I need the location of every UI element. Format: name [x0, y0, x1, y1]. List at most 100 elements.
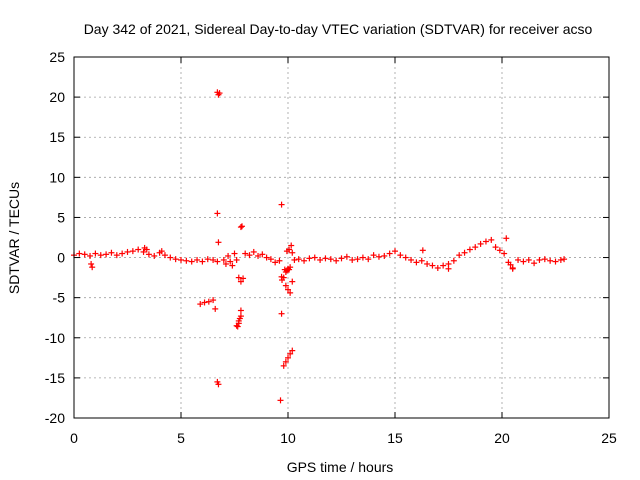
data-point	[204, 256, 211, 263]
x-tick-label: 25	[601, 430, 617, 446]
data-point	[557, 256, 564, 263]
data-point	[424, 260, 431, 267]
data-point	[145, 251, 152, 258]
data-point	[267, 256, 274, 263]
data-point	[541, 256, 548, 263]
data-point	[277, 397, 284, 404]
data-point	[381, 252, 388, 259]
data-point	[354, 256, 361, 263]
data-point	[81, 251, 88, 258]
x-tick-label: 5	[177, 430, 185, 446]
data-point	[272, 259, 279, 266]
y-tick-label: 25	[49, 49, 65, 65]
data-point	[220, 256, 227, 263]
data-point	[349, 256, 356, 263]
y-tick-label: 15	[49, 129, 65, 145]
data-point	[97, 252, 104, 259]
data-point	[440, 262, 447, 269]
data-point	[322, 255, 329, 262]
data-point	[287, 264, 294, 271]
data-point	[295, 256, 302, 263]
x-tick-label: 0	[70, 430, 78, 446]
data-point	[492, 244, 499, 251]
y-tick-label: 10	[49, 169, 65, 185]
data-points	[71, 89, 568, 404]
data-point	[234, 323, 241, 330]
y-tick-label: -5	[53, 290, 66, 306]
data-point	[158, 248, 165, 255]
data-point	[520, 258, 527, 265]
y-tick-label: -20	[45, 410, 65, 426]
data-point	[205, 298, 212, 305]
data-point	[178, 256, 184, 263]
data-point	[167, 254, 174, 261]
data-point	[278, 310, 285, 317]
data-point	[108, 249, 115, 256]
data-point	[124, 248, 131, 255]
data-point	[282, 282, 289, 289]
data-point	[408, 256, 415, 263]
data-point	[445, 265, 452, 272]
data-point	[92, 250, 99, 257]
data-point	[87, 252, 94, 259]
y-tick-label: 20	[49, 89, 65, 105]
data-point	[161, 252, 168, 259]
data-point	[472, 244, 479, 251]
data-point	[397, 252, 404, 259]
data-point	[259, 251, 266, 258]
data-point	[289, 278, 296, 285]
data-point	[225, 252, 232, 259]
data-point	[509, 264, 516, 271]
data-point	[419, 247, 426, 254]
data-point	[561, 256, 568, 263]
data-point	[212, 305, 219, 312]
data-point	[370, 252, 377, 259]
data-point	[285, 286, 291, 293]
data-point	[285, 354, 291, 361]
data-point	[291, 256, 298, 263]
data-point	[276, 257, 283, 264]
data-point	[113, 252, 120, 259]
data-point	[143, 246, 150, 253]
data-point	[233, 256, 240, 263]
data-point	[477, 240, 484, 247]
data-point	[418, 257, 425, 264]
y-axis-label: SDTVAR / TECUs	[6, 182, 22, 294]
data-point	[214, 210, 221, 217]
x-axis-label: GPS time / hours	[287, 459, 394, 475]
data-point	[547, 257, 554, 264]
data-point	[515, 256, 522, 263]
data-point	[536, 256, 543, 263]
data-point	[235, 320, 242, 327]
data-point	[215, 239, 222, 246]
data-point	[503, 235, 510, 242]
data-point	[456, 252, 463, 259]
data-point	[201, 299, 208, 306]
data-point	[242, 250, 249, 257]
x-tick-label: 20	[494, 430, 510, 446]
x-tick-label: 10	[280, 430, 296, 446]
y-tick-label: 0	[57, 250, 65, 266]
data-point	[188, 258, 195, 265]
data-point	[227, 258, 234, 265]
data-point	[287, 289, 294, 296]
y-tick-label: 5	[57, 209, 65, 225]
data-point	[250, 248, 257, 255]
data-point	[278, 201, 285, 208]
data-point	[531, 260, 538, 267]
data-point	[197, 301, 204, 308]
data-point	[466, 246, 473, 253]
y-tick-label: -15	[45, 370, 65, 386]
data-point	[507, 261, 514, 268]
data-point	[280, 362, 287, 369]
data-point	[343, 253, 350, 260]
data-point	[210, 297, 217, 304]
grid	[74, 57, 609, 418]
data-point	[240, 275, 247, 282]
data-point	[238, 223, 245, 230]
data-point	[194, 256, 201, 263]
y-tick-label: -10	[45, 330, 65, 346]
data-point	[103, 251, 110, 258]
data-point	[282, 358, 289, 365]
